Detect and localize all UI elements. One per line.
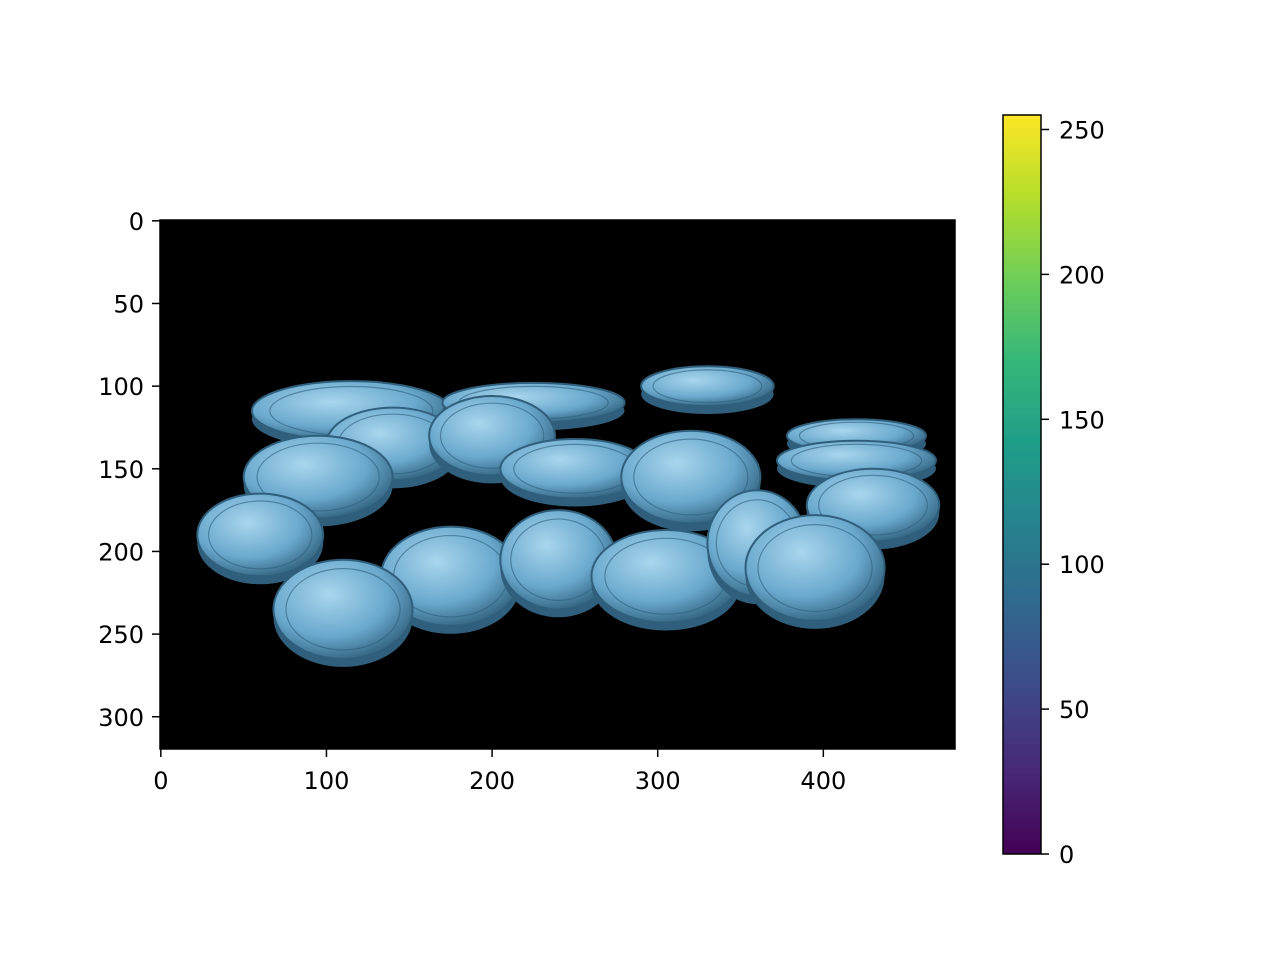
colorbar-tick-label: 150 bbox=[1059, 406, 1105, 434]
coin bbox=[640, 365, 775, 407]
coin bbox=[272, 558, 414, 660]
coin-rim bbox=[633, 438, 749, 516]
colorbar: 0 50 100 150 200 250 bbox=[1002, 114, 1105, 869]
coin-rim bbox=[757, 524, 873, 612]
y-tick-label: 250 bbox=[98, 621, 144, 649]
coin-pile bbox=[196, 365, 941, 667]
x-tick-label: 400 bbox=[800, 767, 846, 795]
y-tick-label: 0 bbox=[129, 208, 144, 236]
x-tick-label: 200 bbox=[469, 767, 515, 795]
colorbar-tick-label: 250 bbox=[1059, 116, 1105, 144]
x-tick-label: 0 bbox=[153, 767, 168, 795]
coin-rim bbox=[818, 474, 928, 536]
y-tick-label: 300 bbox=[98, 704, 144, 732]
colorbar-gradient bbox=[1002, 114, 1042, 855]
y-tick-label: 150 bbox=[98, 456, 144, 484]
colorbar-tick-label: 200 bbox=[1059, 261, 1105, 289]
axes-frame bbox=[159, 219, 956, 750]
y-tick-label: 200 bbox=[98, 538, 144, 566]
y-tick-label: 50 bbox=[113, 290, 144, 318]
coin-rim bbox=[652, 369, 763, 404]
coin-rim bbox=[439, 402, 545, 469]
colorbar-tick-label: 0 bbox=[1059, 841, 1074, 869]
coin-rim bbox=[207, 500, 313, 570]
coin bbox=[620, 429, 762, 525]
colorbar-tick-label: 50 bbox=[1059, 696, 1090, 724]
coin bbox=[744, 514, 886, 622]
image-plot bbox=[160, 220, 955, 749]
colorbar-tick-label: 100 bbox=[1059, 551, 1105, 579]
coin-rim bbox=[285, 568, 401, 651]
coin bbox=[196, 492, 325, 578]
coin-rim bbox=[256, 442, 380, 512]
x-tick-label: 100 bbox=[304, 767, 350, 795]
image-axes: 0 100 200 300 400 0 50 100 150 200 250 300 bbox=[98, 208, 956, 795]
x-tick-label: 300 bbox=[635, 767, 681, 795]
y-tick-label: 100 bbox=[98, 373, 144, 401]
